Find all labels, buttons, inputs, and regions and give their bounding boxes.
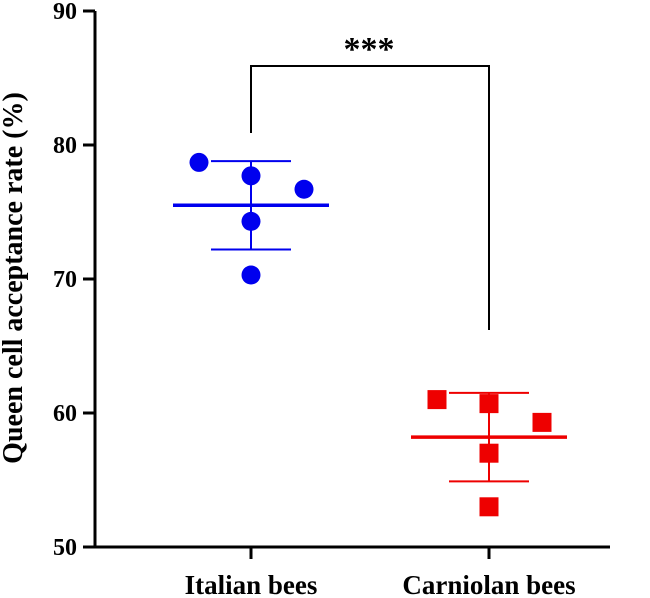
data-point <box>427 390 447 410</box>
x-category-label: Carniolan bees <box>402 570 575 598</box>
axes <box>93 11 610 549</box>
data-point <box>241 166 261 186</box>
y-ticks: 50 60 70 80 90 <box>53 0 95 561</box>
data-point <box>479 497 499 517</box>
group-0 <box>173 152 329 285</box>
data-groups <box>173 152 567 517</box>
data-point <box>479 394 499 414</box>
significance-label: *** <box>344 31 395 68</box>
y-axis-title: Queen cell acceptance rate (%) <box>0 92 29 464</box>
data-point <box>294 179 314 199</box>
data-point <box>241 265 261 285</box>
data-point <box>479 443 499 463</box>
bracket-line <box>250 65 490 330</box>
data-point <box>532 412 552 432</box>
y-tick-label: 70 <box>53 267 77 293</box>
data-point <box>189 152 209 172</box>
y-tick-label: 60 <box>53 401 77 427</box>
y-tick-label: 50 <box>53 535 77 561</box>
y-tick-label: 90 <box>53 0 77 25</box>
y-tick-label: 80 <box>53 133 77 159</box>
significance-bracket <box>250 65 490 330</box>
x-category-label: Italian bees <box>185 570 318 598</box>
data-point <box>241 211 261 231</box>
group-1 <box>411 390 567 517</box>
x-category-labels: Italian bees Carniolan bees <box>185 547 576 598</box>
